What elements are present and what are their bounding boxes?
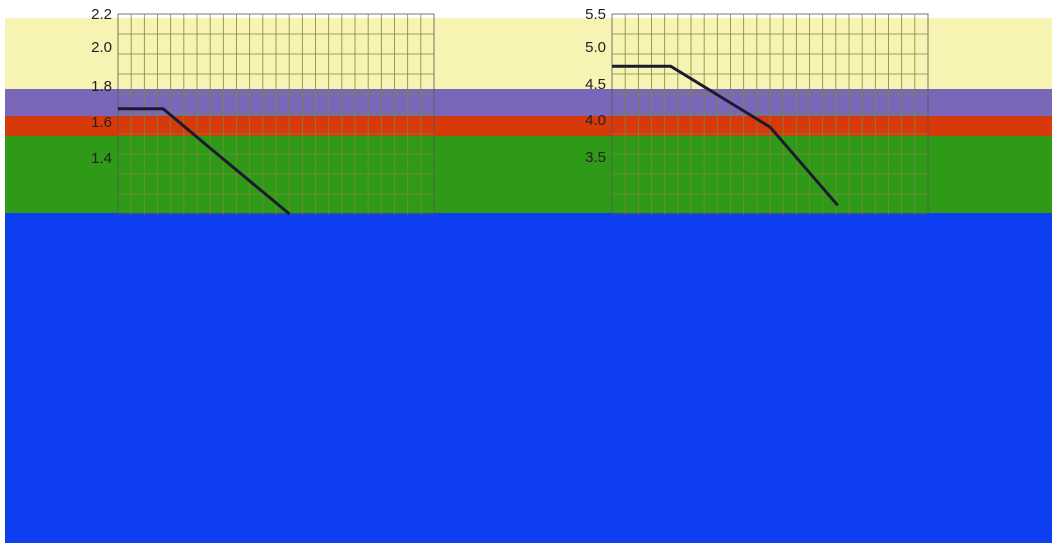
left-ytick-labels: 2.2 2.0 1.8 1.6 1.4 [91,6,112,167]
right-series-line [612,64,839,207]
band-purple [5,89,1052,116]
band-green [5,136,1052,213]
right-chart: 5.5 5.0 4.5 4.0 3.5 [585,6,929,215]
ytick-label: 1.6 [91,114,112,131]
ytick-label: 5.0 [585,39,606,56]
ytick-label: 2.2 [91,6,112,23]
band-red [5,116,1052,136]
ytick-label: 4.5 [585,76,606,93]
ytick-label: 5.5 [585,6,606,23]
left-chart: 2.2 2.0 1.8 1.6 1.4 [91,6,435,216]
band-yellow [5,18,1052,89]
ytick-label: 1.4 [91,150,112,167]
ytick-label: 4.0 [585,112,606,129]
ytick-label: 2.0 [91,39,112,56]
right-grid [612,14,928,214]
right-ytick-labels: 5.5 5.0 4.5 4.0 3.5 [585,6,606,166]
band-blue [5,213,1052,543]
left-series-line [118,107,291,216]
ytick-label: 1.8 [91,78,112,95]
left-grid [118,14,434,214]
ytick-label: 3.5 [585,149,606,166]
